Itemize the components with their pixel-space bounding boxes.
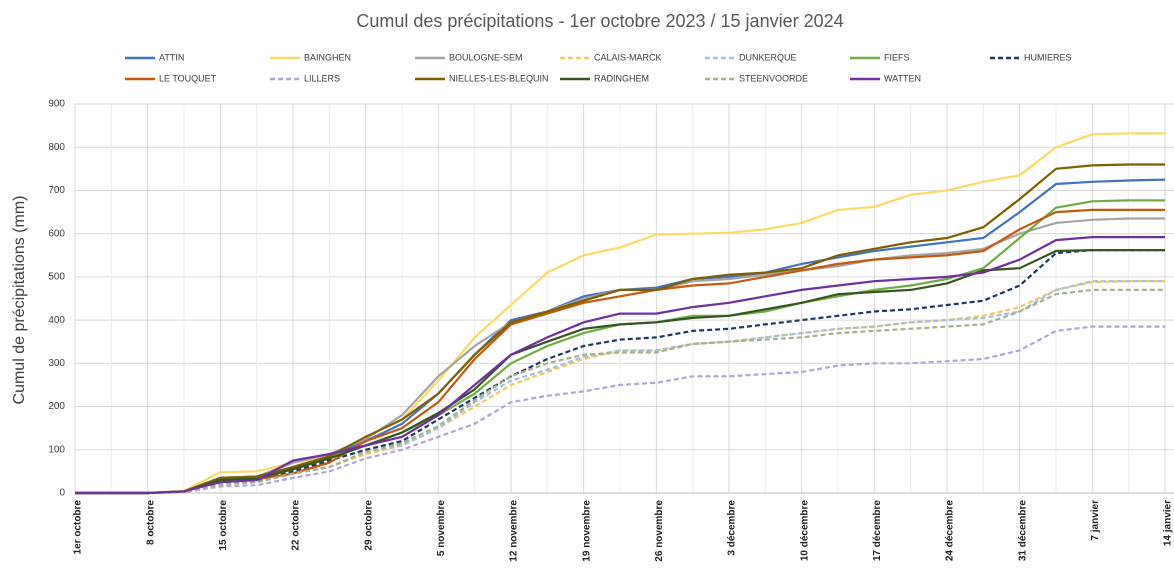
x-tick-label: 22 octobre — [291, 500, 302, 551]
legend-label: ATTIN — [159, 52, 184, 62]
legend-label: HUMIERES — [1024, 52, 1072, 62]
x-tick-label: 29 octobre — [363, 500, 374, 551]
legend-label: FIEFS — [884, 52, 910, 62]
x-tick-label: 31 décembre — [1017, 500, 1028, 562]
series-line — [75, 236, 1165, 495]
x-tick-label: 3 décembre — [727, 500, 738, 556]
legend-label: LE TOUQUET — [159, 73, 217, 83]
legend-label: BAINGHEN — [304, 52, 351, 62]
x-tick-label: 17 décembre — [872, 500, 883, 562]
x-tick-label: 12 novembre — [509, 500, 520, 562]
series-line — [75, 163, 1165, 495]
chart-title: Cumul des précipitations - 1er octobre 2… — [356, 11, 843, 31]
y-tick-label: 800 — [48, 142, 65, 153]
y-tick-label: 300 — [48, 358, 65, 369]
legend-label: NIELLES-LES-BLEQUIN — [449, 73, 549, 83]
x-tick-label: 19 novembre — [581, 500, 592, 562]
x-tick-label: 14 janvier — [1163, 500, 1174, 546]
y-tick-label: 200 — [48, 401, 65, 412]
y-tick-label: 900 — [48, 99, 65, 110]
y-tick-label: 400 — [48, 315, 65, 326]
y-tick-label: 100 — [48, 444, 65, 455]
legend-label: DUNKERQUE — [739, 52, 797, 62]
x-tick-label: 10 décembre — [799, 500, 810, 562]
legend-label: BOULOGNE-SEM — [449, 52, 523, 62]
series-line — [75, 132, 1165, 495]
legend-label: RADINGHEM — [594, 73, 649, 83]
legend-label: CALAIS-MARCK — [594, 52, 662, 62]
legend-label: STEENVOORDE — [739, 73, 808, 83]
legend-label: WATTEN — [884, 73, 921, 83]
y-tick-label: 500 — [48, 272, 65, 283]
y-tick-label: 700 — [48, 185, 65, 196]
x-tick-label: 5 novembre — [436, 500, 447, 557]
legend-label: LILLERS — [304, 73, 340, 83]
x-tick-label: 8 octobre — [145, 500, 156, 545]
x-tick-label: 1er octobre — [73, 500, 84, 555]
x-tick-label: 24 décembre — [945, 500, 956, 562]
series-line — [75, 280, 1165, 495]
x-tick-label: 26 novembre — [654, 500, 665, 562]
series-line — [75, 288, 1165, 495]
series-line — [75, 249, 1165, 495]
series-line — [75, 280, 1165, 495]
y-tick-label: 600 — [48, 228, 65, 239]
x-tick-label: 15 octobre — [218, 500, 229, 551]
series-line — [75, 249, 1165, 495]
series-line — [75, 325, 1165, 495]
x-tick-label: 7 janvier — [1090, 500, 1101, 541]
y-tick-label: 0 — [59, 488, 65, 499]
y-axis-label: Cumul de précipitations (mm) — [11, 196, 28, 405]
